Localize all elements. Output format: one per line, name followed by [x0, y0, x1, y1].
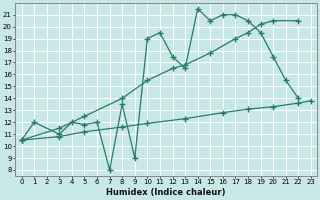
X-axis label: Humidex (Indice chaleur): Humidex (Indice chaleur)	[107, 188, 226, 197]
